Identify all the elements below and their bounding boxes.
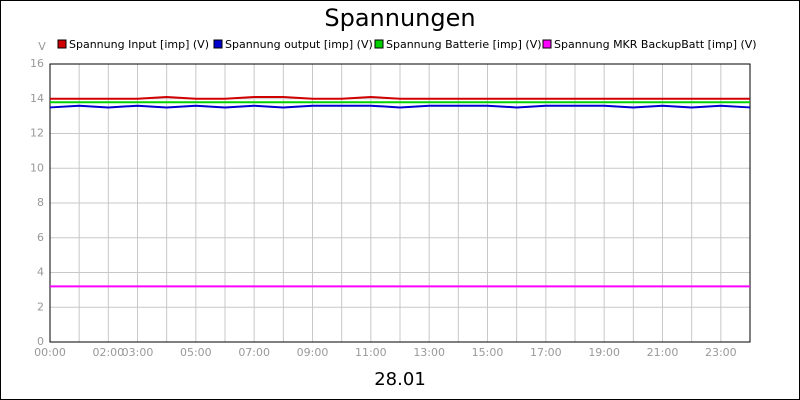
x-tick-label: 13:00	[413, 346, 445, 359]
legend-label: Spannung Batterie [imp] (V)	[386, 38, 542, 51]
legend-label: Spannung output [imp] (V)	[225, 38, 373, 51]
y-tick-label: 14	[30, 92, 44, 105]
y-axis-label: V	[38, 40, 46, 53]
series-line	[50, 96, 750, 100]
series-line	[49, 104, 751, 109]
y-tick-label: 2	[37, 300, 44, 313]
legend-swatch	[374, 39, 384, 49]
x-tick-label: 07:00	[238, 346, 270, 359]
x-tick-label: 00:00	[34, 346, 66, 359]
chart-title: Spannungen	[324, 4, 475, 32]
x-tick-label: 02:00	[92, 346, 124, 359]
x-tick-label: 05:00	[180, 346, 212, 359]
y-tick-label: 0	[37, 335, 44, 348]
x-tick-label: 23:00	[705, 346, 737, 359]
x-tick-label: 19:00	[588, 346, 620, 359]
y-tick-label: 12	[30, 127, 44, 140]
y-tick-label: 10	[30, 161, 44, 174]
x-tick-label: 15:00	[472, 346, 504, 359]
legend-label: Spannung Input [imp] (V)	[69, 38, 209, 51]
legend-label: Spannung MKR BackupBatt [imp] (V)	[554, 38, 757, 51]
legend-swatch	[213, 39, 223, 49]
legend-swatch	[542, 39, 552, 49]
y-tick-label: 6	[37, 231, 44, 244]
x-tick-label: 17:00	[530, 346, 562, 359]
x-tick-label: 21:00	[647, 346, 679, 359]
legend-swatch	[57, 39, 67, 49]
plot-border	[49, 63, 751, 343]
x-tick-label: 11:00	[355, 346, 387, 359]
y-tick-label: 16	[30, 57, 44, 70]
footer-label: 28.01	[374, 369, 426, 390]
y-tick-label: 8	[37, 196, 44, 209]
x-tick-label: 09:00	[297, 346, 329, 359]
y-tick-label: 4	[37, 266, 44, 279]
x-tick-label: 03:00	[122, 346, 154, 359]
